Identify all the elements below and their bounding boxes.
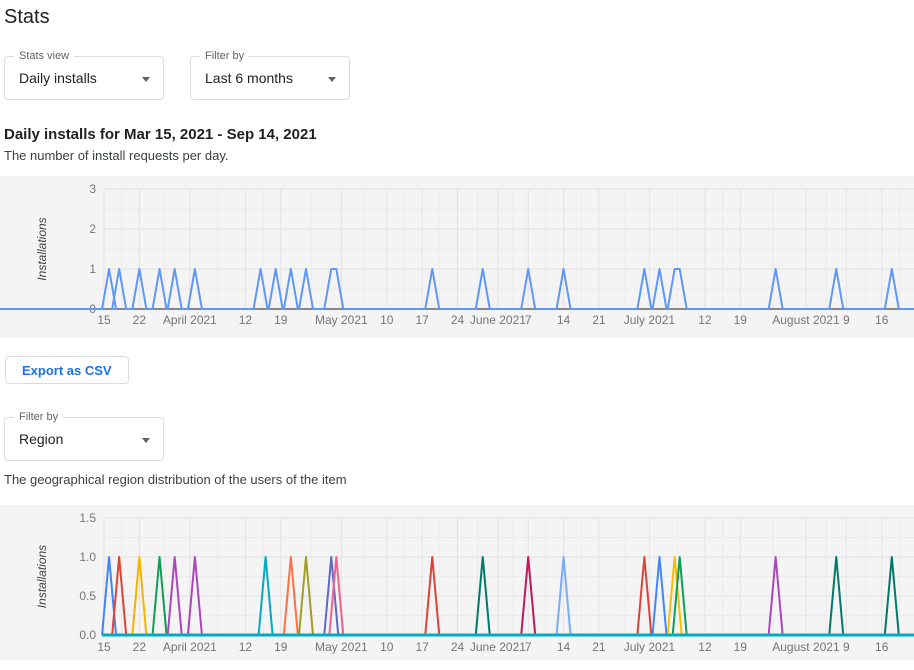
x-tick-label: April 2021 bbox=[163, 313, 217, 327]
region-spike bbox=[257, 556, 274, 636]
export-csv-button[interactable]: Export as CSV bbox=[5, 356, 129, 384]
x-tick-label: 10 bbox=[380, 640, 394, 654]
region-spike bbox=[424, 556, 441, 636]
x-tick-label: 16 bbox=[875, 313, 889, 327]
y-axis-title: Installations bbox=[35, 545, 49, 608]
region-spike bbox=[166, 556, 183, 636]
x-tick-label: 19 bbox=[274, 313, 288, 327]
x-tick-label: 7 bbox=[525, 640, 532, 654]
x-tick-label: July 2021 bbox=[624, 313, 676, 327]
page-title: Stats bbox=[4, 6, 50, 28]
x-tick-label: 15 bbox=[97, 640, 111, 654]
region-spike bbox=[151, 556, 168, 636]
x-tick-label: 22 bbox=[133, 640, 147, 654]
x-tick-label: 21 bbox=[592, 313, 606, 327]
filter-by-select[interactable]: Filter by Last 6 months bbox=[190, 50, 350, 100]
region-spike bbox=[131, 556, 148, 636]
y-tick-label: 3 bbox=[89, 182, 96, 196]
region-description: The geographical region distribution of … bbox=[4, 472, 347, 487]
x-tick-label: 10 bbox=[380, 313, 394, 327]
region-spike bbox=[555, 556, 572, 636]
region-spike bbox=[111, 556, 128, 636]
y-tick-label: 1 bbox=[89, 262, 96, 276]
y-tick-label: 1.5 bbox=[79, 511, 96, 525]
x-tick-label: 19 bbox=[734, 640, 748, 654]
stats-view-value: Daily installs bbox=[19, 70, 97, 86]
region-filter-select[interactable]: Filter by Region bbox=[4, 411, 164, 461]
x-tick-label: 16 bbox=[875, 640, 889, 654]
y-tick-label: 2 bbox=[89, 222, 96, 236]
x-tick-label: August 2021 bbox=[772, 313, 840, 327]
x-tick-label: 12 bbox=[239, 313, 253, 327]
daily-installs-heading: Daily installs for Mar 15, 2021 - Sep 14… bbox=[4, 126, 317, 143]
region-spike bbox=[520, 556, 537, 636]
x-tick-label: 12 bbox=[698, 640, 712, 654]
region-spike bbox=[671, 556, 688, 636]
region-spike bbox=[474, 556, 491, 636]
y-axis-title: Installations bbox=[35, 217, 49, 280]
region-spike bbox=[298, 556, 314, 636]
region-spike bbox=[282, 556, 299, 636]
chevron-down-icon bbox=[142, 438, 150, 443]
x-tick-label: June 2021 bbox=[470, 313, 526, 327]
region-filter-label: Filter by bbox=[14, 411, 64, 423]
region-distribution-chart: 0.0 0.5 1.0 1.5 Installations 15 22 April 2021 1… bbox=[0, 505, 914, 660]
region-spike bbox=[828, 556, 845, 636]
x-tick-label: April 2021 bbox=[163, 640, 217, 654]
x-tick-label: 24 bbox=[451, 640, 465, 654]
x-tick-label: 19 bbox=[734, 313, 748, 327]
region-filter-value: Region bbox=[19, 431, 64, 447]
installs-line bbox=[0, 268, 914, 310]
y-tick-label: 0.5 bbox=[79, 589, 96, 603]
region-spike bbox=[883, 556, 900, 636]
x-tick-label: 21 bbox=[592, 640, 606, 654]
chevron-down-icon bbox=[328, 77, 336, 82]
region-spike bbox=[186, 556, 203, 636]
x-tick-label: 12 bbox=[698, 313, 712, 327]
x-tick-label: 9 bbox=[843, 640, 850, 654]
y-tick-label: 1.0 bbox=[79, 550, 96, 564]
filter-by-label: Filter by bbox=[200, 50, 250, 62]
region-spike bbox=[651, 556, 668, 636]
region-distribution-chart-svg: 0.0 0.5 1.0 1.5 Installations 15 22 April 2021 1… bbox=[35, 511, 914, 654]
x-tick-label: July 2021 bbox=[624, 640, 676, 654]
stats-view-select[interactable]: Stats view Daily installs bbox=[4, 50, 164, 100]
x-tick-label: June 2021 bbox=[470, 640, 526, 654]
x-tick-label: 14 bbox=[557, 313, 571, 327]
region-spike bbox=[636, 556, 653, 636]
x-tick-label: 14 bbox=[557, 640, 571, 654]
filter-by-value: Last 6 months bbox=[205, 70, 293, 86]
y-tick-label: 0.0 bbox=[79, 628, 96, 642]
x-tick-label: 15 bbox=[97, 313, 111, 327]
stats-view-label: Stats view bbox=[14, 50, 75, 62]
region-spike bbox=[767, 556, 784, 636]
x-tick-label: May 2021 bbox=[315, 640, 368, 654]
region-spike bbox=[328, 556, 345, 636]
chevron-down-icon bbox=[142, 77, 150, 82]
x-tick-label: 24 bbox=[451, 313, 465, 327]
x-tick-label: August 2021 bbox=[772, 640, 840, 654]
daily-installs-subheading: The number of install requests per day. bbox=[4, 148, 229, 163]
x-tick-label: May 2021 bbox=[315, 313, 368, 327]
region-spike bbox=[666, 556, 683, 636]
x-tick-label: 22 bbox=[133, 313, 147, 327]
x-tick-label: 12 bbox=[239, 640, 253, 654]
x-tick-label: 9 bbox=[843, 313, 850, 327]
x-tick-label: 7 bbox=[525, 313, 532, 327]
x-tick-label: 17 bbox=[415, 640, 429, 654]
x-tick-label: 17 bbox=[415, 313, 429, 327]
region-spike bbox=[323, 556, 340, 636]
daily-installs-chart: 0 1 2 3 Installations 15 22 April 2021 12 19 May 2… bbox=[0, 176, 914, 338]
x-tick-label: 19 bbox=[274, 640, 288, 654]
